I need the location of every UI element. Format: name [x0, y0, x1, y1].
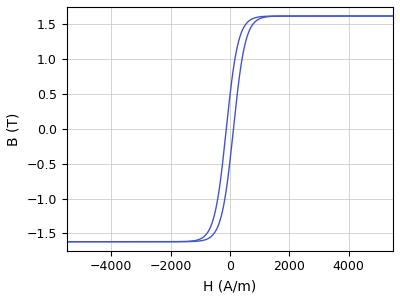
Y-axis label: B (T): B (T)	[7, 112, 21, 146]
X-axis label: H (A/m): H (A/m)	[203, 279, 256, 293]
